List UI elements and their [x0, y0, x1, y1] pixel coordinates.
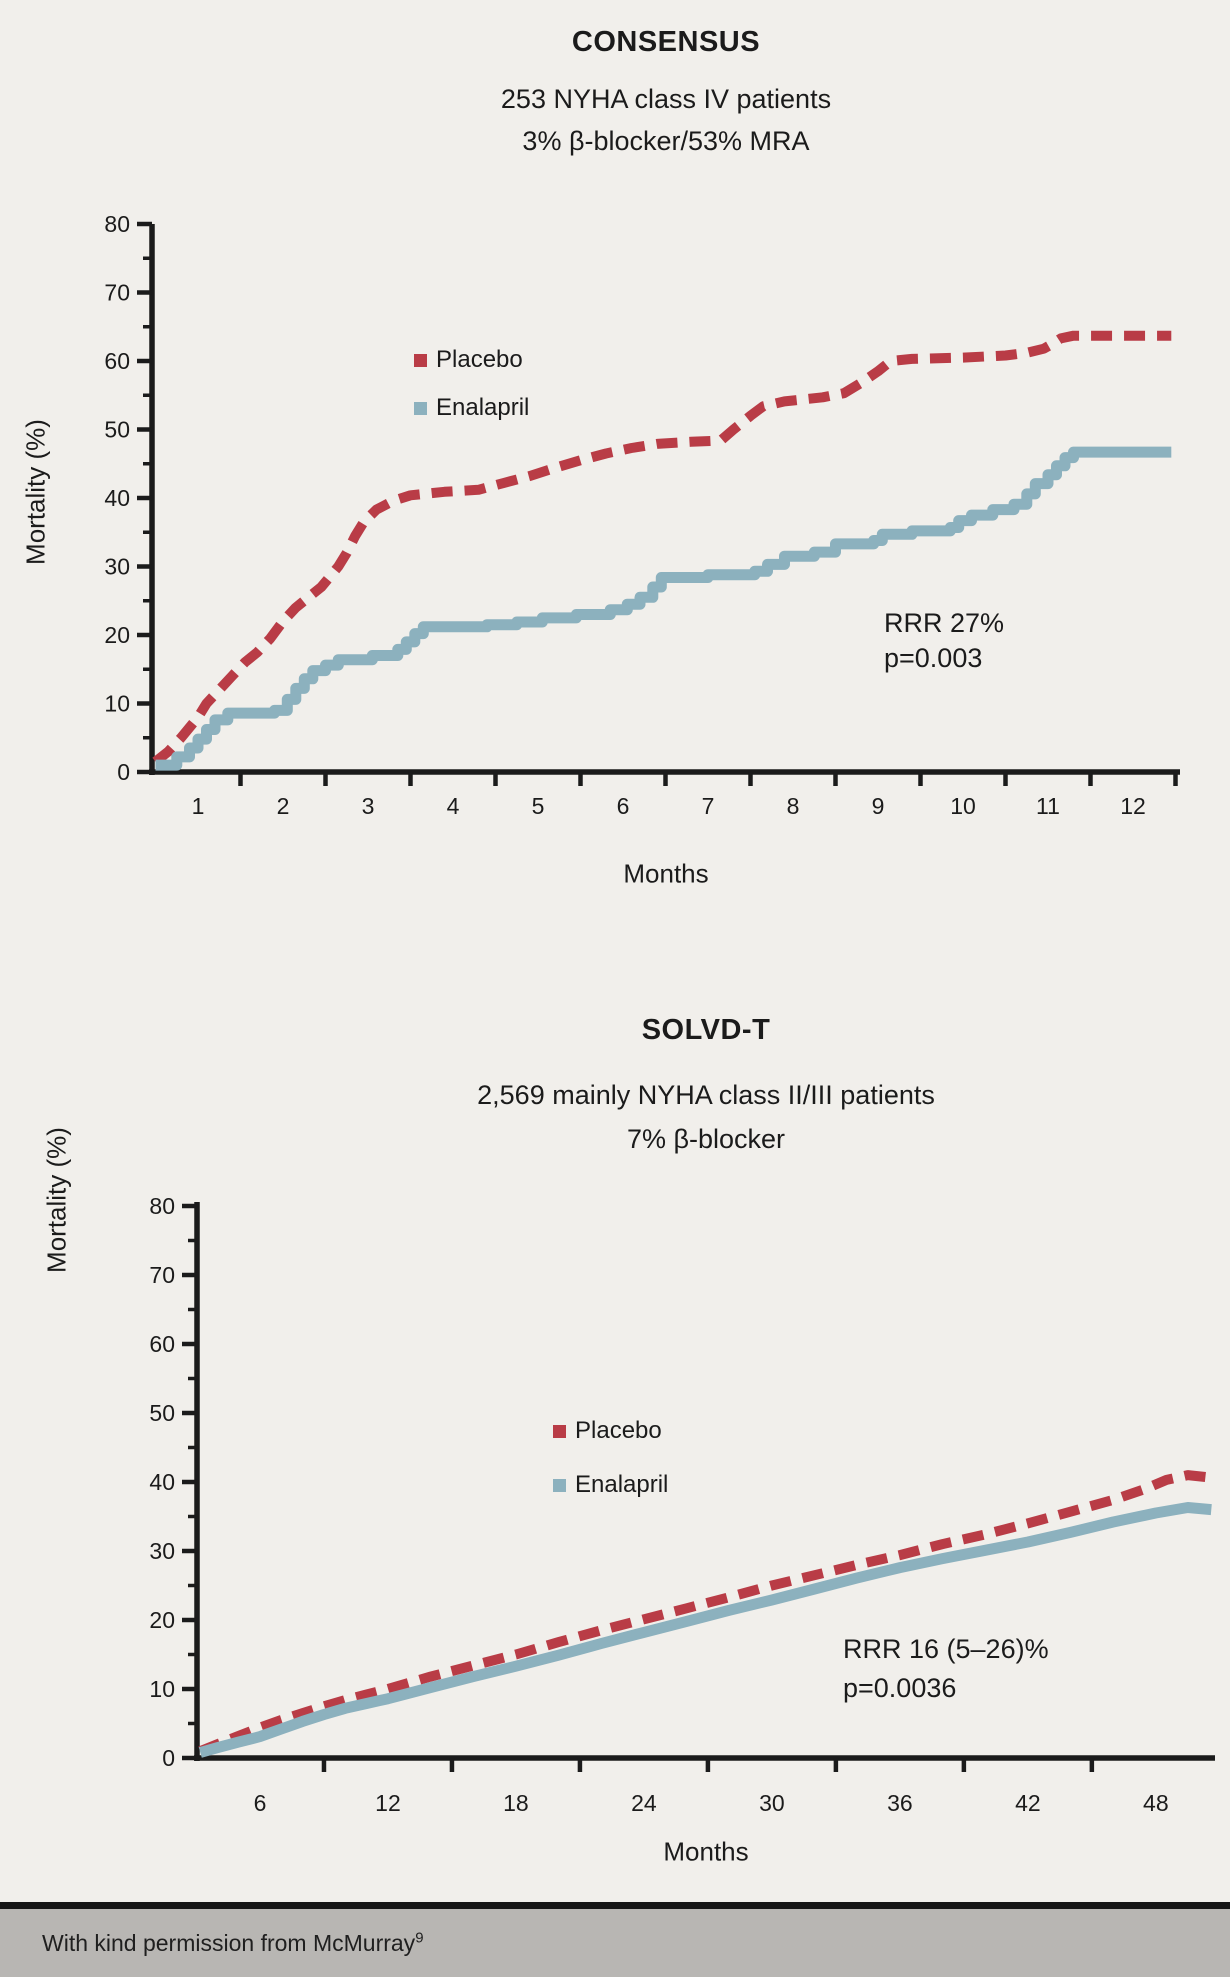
svg-text:80: 80 — [149, 1193, 175, 1219]
footer-credit: With kind permission from McMurray9 — [42, 1930, 424, 1957]
chart2-legend-placebo-label: Placebo — [575, 1417, 662, 1444]
chart1-legend-placebo-label: Placebo — [436, 346, 523, 373]
chart2-subtitle-1-band: 2,569 mainly NYHA class II/III patients — [197, 1080, 1215, 1111]
chart2-legend: Placebo Enalapril — [553, 1417, 668, 1519]
chart1-subtitle-line2: 3% β-blocker/53% MRA — [522, 126, 810, 156]
chart2-pvalue-text: p=0.0036 — [843, 1673, 957, 1703]
svg-text:48: 48 — [1143, 1790, 1169, 1816]
chart-2-plot: 0 10 20 30 40 50 60 70 80 6 12 18 24 30 36 42 48 — [149, 1193, 1215, 1816]
svg-text:9: 9 — [872, 793, 885, 819]
svg-text:80: 80 — [104, 211, 130, 237]
chart2-legend-placebo: Placebo — [553, 1417, 668, 1445]
chart2-annotation: RRR 16 (5–26)% p=0.0036 — [843, 1630, 1049, 1708]
svg-text:60: 60 — [149, 1331, 175, 1357]
svg-text:18: 18 — [503, 1790, 529, 1816]
footer-reference-number: 9 — [415, 1928, 424, 1946]
svg-text:2: 2 — [277, 793, 290, 819]
svg-text:10: 10 — [950, 793, 976, 819]
svg-text:12: 12 — [375, 1790, 401, 1816]
svg-text:0: 0 — [117, 759, 130, 785]
chart1-subtitle-1-band: 253 NYHA class IV patients — [152, 84, 1180, 115]
svg-text:0: 0 — [162, 1745, 175, 1771]
chart1-legend-placebo: Placebo — [414, 346, 529, 374]
svg-text:40: 40 — [149, 1469, 175, 1495]
footer-credit-text: With kind permission from McMurray — [42, 1929, 416, 1956]
chart1-legend: Placebo Enalapril — [414, 346, 529, 442]
enalapril-swatch-icon — [414, 401, 427, 415]
svg-text:30: 30 — [104, 554, 130, 580]
chart1-annotation: RRR 27% p=0.003 — [884, 606, 1004, 676]
svg-text:7: 7 — [702, 793, 715, 819]
chart2-legend-enalapril: Enalapril — [553, 1471, 668, 1499]
chart1-legend-enalapril-label: Enalapril — [436, 394, 530, 421]
chart1-title: CONSENSUS — [571, 26, 761, 58]
placebo-swatch-icon — [553, 1424, 566, 1438]
svg-text:4: 4 — [447, 793, 460, 819]
chart-2-enalapril-curve — [198, 1502, 1212, 1758]
footer-bar: With kind permission from McMurray9 — [0, 1909, 1230, 1977]
chart-2-placebo-curve — [198, 1470, 1208, 1756]
chart1-y-axis-title: Mortality (%) — [20, 419, 51, 565]
chart2-x-axis-title: Months — [663, 1836, 749, 1867]
enalapril-swatch-icon — [553, 1478, 566, 1492]
svg-text:11: 11 — [1036, 793, 1060, 819]
svg-text:3: 3 — [362, 793, 375, 819]
svg-text:12: 12 — [1120, 793, 1146, 819]
chart2-subtitle-line1: 2,569 mainly NYHA class II/III patients — [477, 1080, 935, 1110]
chart-1-enalapril-curve — [155, 446, 1172, 771]
svg-text:24: 24 — [631, 1790, 657, 1816]
svg-text:40: 40 — [104, 485, 130, 511]
footer-divider — [0, 1902, 1230, 1909]
chart1-subtitle-line1: 253 NYHA class IV patients — [500, 84, 832, 114]
chart2-legend-enalapril-label: Enalapril — [575, 1471, 669, 1498]
svg-text:42: 42 — [1015, 1790, 1041, 1816]
chart2-header: SOLVD-T — [197, 1014, 1215, 1047]
svg-text:6: 6 — [617, 793, 630, 819]
svg-text:5: 5 — [532, 793, 545, 819]
chart1-rrr-text: RRR 27% — [884, 608, 1005, 638]
svg-text:30: 30 — [149, 1538, 175, 1564]
svg-text:30: 30 — [759, 1790, 785, 1816]
chart-1-placebo-curve — [152, 330, 1172, 766]
svg-text:36: 36 — [887, 1790, 913, 1816]
chart2-subtitle-2-band: 7% β-blocker — [197, 1124, 1215, 1155]
svg-text:10: 10 — [149, 1676, 175, 1702]
svg-text:8: 8 — [787, 793, 800, 819]
svg-text:70: 70 — [149, 1262, 175, 1288]
svg-text:20: 20 — [104, 622, 130, 648]
svg-text:70: 70 — [104, 280, 130, 306]
chart1-pvalue-text: p=0.003 — [884, 643, 983, 673]
svg-text:6: 6 — [254, 1790, 267, 1816]
svg-text:1: 1 — [192, 793, 205, 819]
chart2-y-axis-title: Mortality (%) — [41, 1127, 72, 1273]
chart1-legend-enalapril: Enalapril — [414, 394, 529, 422]
svg-text:20: 20 — [149, 1607, 175, 1633]
svg-text:10: 10 — [104, 691, 130, 717]
svg-text:50: 50 — [104, 417, 130, 443]
chart2-subtitle-line2: 7% β-blocker — [626, 1124, 786, 1154]
chart1-header: CONSENSUS — [152, 26, 1180, 59]
placebo-swatch-icon — [414, 353, 427, 367]
chart2-title: SOLVD-T — [641, 1014, 771, 1046]
chart2-rrr-text: RRR 16 (5–26)% — [843, 1634, 1049, 1664]
svg-text:50: 50 — [149, 1400, 175, 1426]
chart1-subtitle-2-band: 3% β-blocker/53% MRA — [152, 126, 1180, 157]
svg-text:60: 60 — [104, 348, 130, 374]
chart1-x-axis-title: Months — [623, 858, 709, 889]
